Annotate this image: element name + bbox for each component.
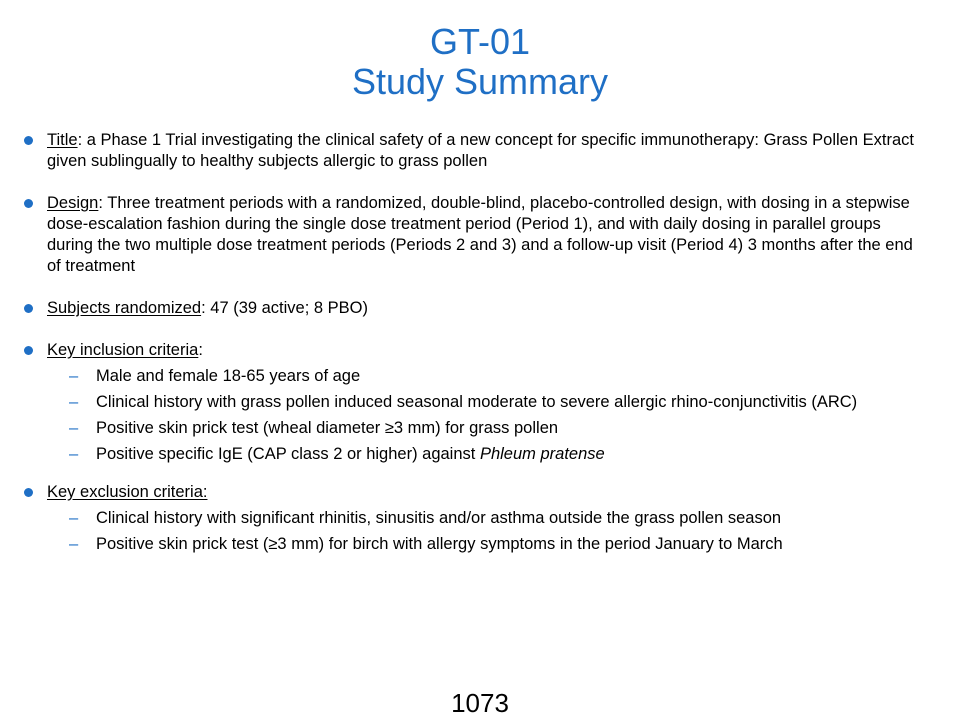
bullet-exclusion: Key exclusion criteria: (22, 482, 927, 503)
bullet-label-inclusion: Key inclusion criteria (47, 341, 199, 359)
bullet-text-subjects: : 47 (39 active; 8 PBO) (201, 299, 369, 317)
inclusion-item: – Clinical history with grass pollen ind… (22, 392, 927, 413)
bullet-dot-icon (24, 346, 33, 355)
inclusion-item: – Male and female 18-65 years of age (22, 366, 927, 387)
dash-icon: – (69, 445, 79, 463)
bullet-design: Design: Three treatment periods with a r… (22, 193, 927, 277)
dash-icon: – (69, 367, 79, 385)
title-line-2: Study Summary (351, 61, 609, 102)
exclusion-item-text: Clinical history with significant rhinit… (96, 509, 782, 527)
bullet-text-inclusion: : (198, 341, 203, 359)
inclusion-item-text: Positive specific IgE (CAP class 2 or hi… (96, 445, 480, 463)
exclusion-item: – Positive skin prick test (≥3 mm) for b… (22, 534, 927, 555)
bullet-inclusion: Key inclusion criteria: (22, 340, 927, 361)
bullet-text-title: : a Phase 1 Trial investigating the clin… (47, 131, 914, 170)
bullet-dot-icon (24, 488, 33, 497)
bullet-text-design: : Three treatment periods with a randomi… (47, 194, 913, 275)
inclusion-item-text: Clinical history with grass pollen induc… (96, 393, 858, 411)
inclusion-item: – Positive skin prick test (wheal diamet… (22, 418, 927, 439)
title-line-1: GT-01 (429, 21, 531, 62)
inclusion-item-text: Male and female 18-65 years of age (96, 367, 361, 385)
dash-icon: – (69, 535, 79, 553)
bullet-dot-icon (24, 199, 33, 208)
bullet-label-design: Design (47, 194, 99, 212)
slide-title: GT-01 Study Summary (0, 22, 960, 102)
page-number: 1073 (451, 688, 509, 718)
bullet-label-subjects: Subjects randomized (47, 299, 202, 317)
inclusion-item: – Positive specific IgE (CAP class 2 or … (22, 444, 927, 465)
bullet-dot-icon (24, 136, 33, 145)
bullet-title: Title: a Phase 1 Trial investigating the… (22, 130, 927, 172)
dash-icon: – (69, 509, 79, 527)
inclusion-item-text: Positive skin prick test (wheal diameter… (96, 419, 559, 437)
dash-icon: – (69, 419, 79, 437)
bullet-subjects: Subjects randomized: 47 (39 active; 8 PB… (22, 298, 927, 319)
summary-content: Title: a Phase 1 Trial investigating the… (22, 130, 927, 555)
inclusion-italic-term: Phleum pratense (479, 445, 605, 463)
exclusion-item-text: Positive skin prick test (≥3 mm) for bir… (96, 535, 783, 553)
exclusion-item: – Clinical history with significant rhin… (22, 508, 927, 529)
bullet-label-title: Title (47, 131, 78, 149)
bullet-label-exclusion: Key exclusion criteria: (47, 483, 208, 501)
dash-icon: – (69, 393, 79, 411)
bullet-dot-icon (24, 304, 33, 313)
